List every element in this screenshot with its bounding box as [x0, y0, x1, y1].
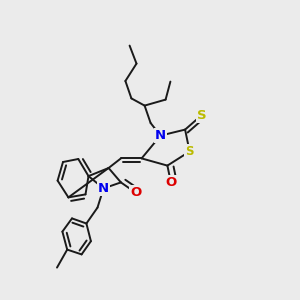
- Text: O: O: [130, 186, 141, 199]
- Text: N: N: [155, 129, 166, 142]
- Text: N: N: [98, 182, 109, 195]
- Text: S: S: [197, 109, 206, 122]
- Text: S: S: [185, 145, 194, 158]
- Text: O: O: [165, 176, 177, 190]
